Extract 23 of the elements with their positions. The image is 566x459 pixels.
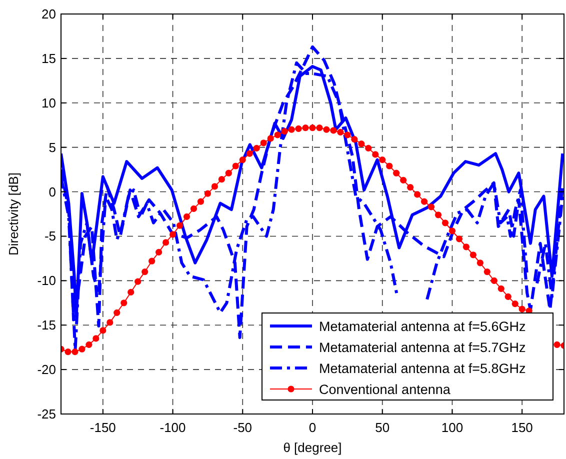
y-axis-title: Directivity [dB] — [6, 172, 21, 256]
x-tick-label: 0 — [308, 420, 316, 435]
legend-label: Conventional antenna — [319, 382, 451, 397]
x-tick-label: 150 — [511, 420, 533, 435]
x-tick-label: 100 — [441, 420, 464, 435]
x-tick-label: -50 — [233, 420, 252, 435]
legend-label: Metamaterial antenna at f=5.6GHz — [319, 319, 526, 334]
y-tick-label: 5 — [48, 140, 56, 155]
y-tick-label: 20 — [42, 6, 56, 22]
x-tick-label: 50 — [375, 420, 390, 435]
y-tick-label: -20 — [37, 362, 56, 378]
x-axis-title: θ [degree] — [283, 440, 342, 455]
legend-label: Metamaterial antenna at f=5.8GHz — [319, 361, 526, 376]
y-tick-label: -15 — [37, 318, 56, 333]
y-tick-label: 0 — [48, 184, 56, 200]
y-tick-label: -10 — [37, 273, 56, 288]
y-tick-label: -5 — [44, 228, 56, 244]
legend-label: Metamaterial antenna at f=5.7GHz — [319, 340, 526, 355]
y-tick-label: 10 — [42, 95, 56, 110]
y-tick-label: 15 — [42, 50, 56, 66]
y-tick-label: -25 — [37, 406, 56, 422]
x-tick-label: -150 — [90, 420, 116, 435]
x-tick-label: -100 — [160, 420, 186, 435]
